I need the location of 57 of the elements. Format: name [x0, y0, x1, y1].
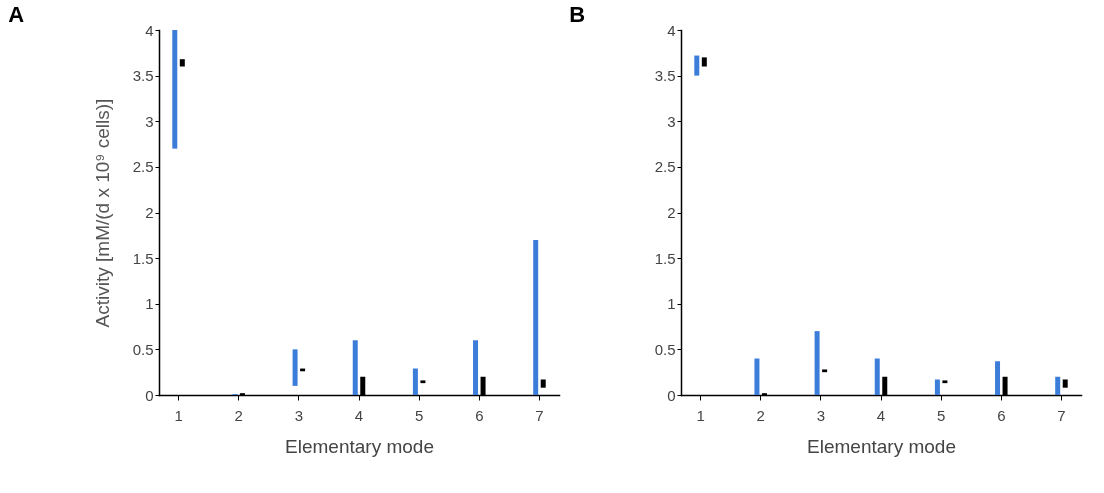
x-tick-label: 1	[174, 406, 183, 424]
bar	[420, 380, 426, 384]
y-tick-label: 1	[667, 295, 676, 313]
y-tick-label: 2.5	[654, 158, 676, 176]
bar	[874, 358, 880, 395]
bar	[179, 59, 185, 67]
y-tick-label: 0	[145, 386, 154, 404]
bar	[1062, 379, 1068, 388]
y-tick-label: 2	[667, 204, 676, 221]
y-tick-label: 0.5	[654, 340, 676, 358]
bar	[1055, 376, 1061, 395]
y-axis-title: Activity [mM/(d x 10⁹ cells)]	[91, 98, 113, 328]
y-tick-label: 4	[145, 21, 154, 39]
x-tick-label: 5	[936, 406, 946, 424]
x-axis-title: Elementary mode	[285, 435, 434, 457]
bar	[995, 361, 1001, 395]
x-axis-title: Elementary mode	[807, 435, 956, 457]
bar	[473, 340, 479, 395]
y-tick-label: 1.5	[654, 249, 676, 267]
bar	[694, 55, 700, 76]
bar	[533, 239, 539, 395]
chart-title: B	[569, 2, 586, 27]
x-tick-label: 1	[696, 406, 705, 424]
y-tick-label: 2.5	[132, 158, 154, 176]
x-tick-label: 6	[997, 406, 1006, 424]
bar	[701, 57, 707, 67]
x-tick-label: 7	[535, 406, 544, 424]
x-tick-label: 2	[234, 406, 243, 424]
x-tick-label: 4	[354, 406, 364, 424]
y-tick-label: 3.5	[132, 67, 154, 85]
bar	[172, 30, 178, 149]
y-tick-label: 0.5	[132, 340, 154, 358]
bar	[942, 380, 948, 384]
y-tick-label: 4	[667, 21, 676, 39]
x-tick-label: 5	[414, 406, 424, 424]
chart-title: A	[8, 2, 25, 27]
y-tick-label: 3	[145, 112, 154, 130]
bar	[822, 369, 828, 373]
y-tick-label: 1.5	[132, 249, 154, 267]
x-tick-label: 7	[1057, 406, 1066, 424]
y-tick-label: 0	[667, 386, 676, 404]
x-tick-label: 4	[876, 406, 886, 424]
bar	[754, 358, 760, 395]
bar	[292, 349, 298, 386]
x-tick-label: 3	[816, 406, 826, 424]
bar	[540, 379, 546, 388]
y-tick-label: 1	[145, 295, 154, 313]
bar	[814, 331, 820, 395]
bar	[352, 340, 358, 395]
x-tick-label: 2	[756, 406, 765, 424]
y-tick-label: 3.5	[654, 67, 676, 85]
bar	[934, 379, 940, 395]
bar	[412, 368, 418, 395]
x-tick-label: 6	[475, 406, 484, 424]
x-tick-label: 3	[294, 406, 304, 424]
y-tick-label: 3	[667, 112, 676, 130]
y-tick-label: 2	[145, 204, 154, 221]
